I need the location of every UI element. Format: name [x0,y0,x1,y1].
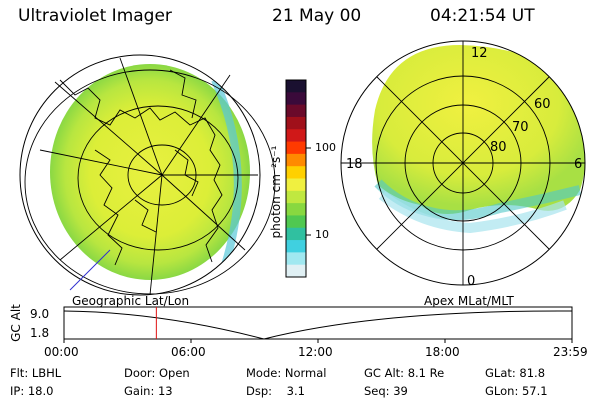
colorbar-cells [286,80,306,278]
colorbar-cell [286,190,306,204]
geographic-map [19,54,276,296]
colorbar-tick-10: 10 [315,228,329,241]
status-gcalt: GC Alt: 8.1 Re [364,366,445,380]
instrument-title: Ultraviolet Imager [18,6,172,26]
colorbar-cell [286,264,306,278]
colorbar-cell [286,153,306,167]
geographic-caption: Geographic Lat/Lon [72,294,190,308]
timeline-x-tick-1800: 18:00 [425,345,460,359]
orbit-altitude-curve [63,310,573,340]
status-glat: GLat: 81.8 [485,366,546,380]
colorbar-cell [286,227,306,241]
mlt-label-6: 6 [574,157,583,172]
colorbar-tick-100: 100 [315,141,336,154]
mlat-label-70: 70 [512,120,529,135]
mlat-label-60: 60 [534,97,551,112]
colorbar-cell [286,178,306,192]
timeline-y-title: GC Alt [9,304,23,342]
terminator-line [69,249,111,291]
uv-emission-right [372,45,585,214]
colorbar [285,79,311,278]
timeline-x-tick-1200: 12:00 [298,345,333,359]
mlat-label-80: 80 [490,140,507,155]
colorbar-cell [286,80,306,93]
status-mode: Mode: Normal [246,366,327,380]
mlt-label-0: 0 [467,274,476,289]
status-dsp: Dsp: 3.1 [246,384,305,398]
colorbar-cell [286,92,306,106]
colorbar-cell [286,240,306,253]
lon-grid-left [39,57,258,296]
colorbar-cell [286,166,306,179]
timeline-x-tick-0000: 00:00 [44,345,79,359]
apex-caption: Apex MLat/MLT [424,294,514,308]
status-door: Door: Open [124,366,190,380]
mlt-label-18: 18 [346,157,363,172]
colorbar-cell [286,203,306,216]
colorbar-cell [286,215,306,229]
observation-date: 21 May 00 [272,6,362,26]
mlt-label-12: 12 [471,46,488,61]
colorbar-cell [286,141,306,155]
timeline-y-tick-high: 9.0 [30,307,50,321]
colorbar-cell [286,104,306,118]
map-border-left [19,54,261,296]
status-glon: GLon: 57.1 [485,384,548,398]
colorbar-unit-label: photon cm⁻²s⁻¹ [269,145,283,239]
status-ip: IP: 18.0 [10,384,54,398]
status-flt: Flt: LBHL [10,366,62,380]
orbit-timeline [63,306,573,343]
colorbar-cell [286,129,306,143]
polar-mlt-lines [341,41,585,285]
status-seq: Seq: 39 [364,384,408,398]
colorbar-cell [286,252,306,266]
colorbar-cell [286,116,306,130]
timeline-y-tick-low: 1.8 [30,326,50,340]
timeline-x-tick-2359: 23:59 [553,345,588,359]
apex-polar-map [340,40,586,286]
timeline-x-tick-0600: 06:00 [171,345,206,359]
status-gain: Gain: 13 [124,384,173,398]
observation-time: 04:21:54 UT [430,6,535,26]
uv-emission-left [50,64,250,280]
coastlines [59,69,223,266]
